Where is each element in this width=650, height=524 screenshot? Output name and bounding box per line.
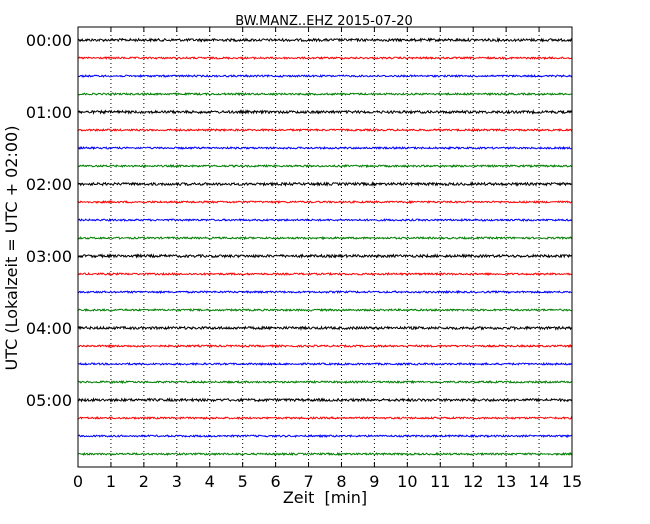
trace-line [77,307,573,313]
x-axis-label: Zeit [min] [283,488,367,507]
y-tick-label: 05:00 [26,391,72,410]
plot-frame [77,26,573,468]
trace-line [77,397,573,403]
chart-title: BW.MANZ..EHZ 2015-07-20 [235,14,413,29]
y-tick-label: 02:00 [26,175,72,194]
trace-line [77,325,573,331]
y-tick-label: 01:00 [26,103,72,122]
x-tick-label: 3 [172,472,182,491]
trace-line [77,271,573,277]
x-tick-label: 5 [238,472,248,491]
x-tick-label: 8 [336,472,346,491]
x-tick-label: 2 [139,472,149,491]
x-tick-label: 4 [205,472,215,491]
x-tick-label: 0 [73,472,83,491]
trace-line [77,379,573,385]
trace-line [77,73,573,78]
y-tick-label: 04:00 [26,319,72,338]
x-tick-label: 1 [106,472,116,491]
trace-line [77,361,573,367]
y-tick-label: 03:00 [26,247,72,266]
trace-line [77,128,573,133]
y-axis-label: UTC (Lokalzeit = UTC + 02:00) [2,126,21,371]
x-tick-label: 13 [496,472,516,491]
x-tick-label: 12 [463,472,483,491]
x-tick-label: 6 [271,472,281,491]
x-tick-label: 11 [430,472,450,491]
trace-line [77,343,573,349]
trace-line [77,433,573,439]
grid-layer [110,27,540,467]
x-tick-label: 9 [369,472,379,491]
trace-line [77,91,573,97]
trace-line [77,181,573,187]
trace-line [77,451,573,457]
x-tick-label: 14 [529,472,549,491]
traces-layer [77,36,573,457]
trace-line [77,109,573,115]
y-tick-labels: 00:00 01:00 02:00 03:00 04:00 05:00 [26,31,72,410]
trace-line [77,55,573,61]
trace-line [77,163,573,169]
trace-line [77,145,573,151]
trace-line [77,217,573,223]
trace-line [77,416,573,420]
x-tick-labels: 0 1 2 3 4 5 6 7 8 9 10 11 12 13 14 15 [73,472,582,491]
x-tick-label: 7 [303,472,313,491]
trace-line [77,289,573,295]
trace-line [77,199,573,205]
trace-line [77,36,573,43]
y-tick-label: 00:00 [26,31,72,50]
trace-line [77,235,573,241]
x-tick-label: 15 [562,472,582,491]
x-tick-label: 10 [397,472,417,491]
trace-line [77,253,573,259]
ticks-layer [77,27,573,467]
